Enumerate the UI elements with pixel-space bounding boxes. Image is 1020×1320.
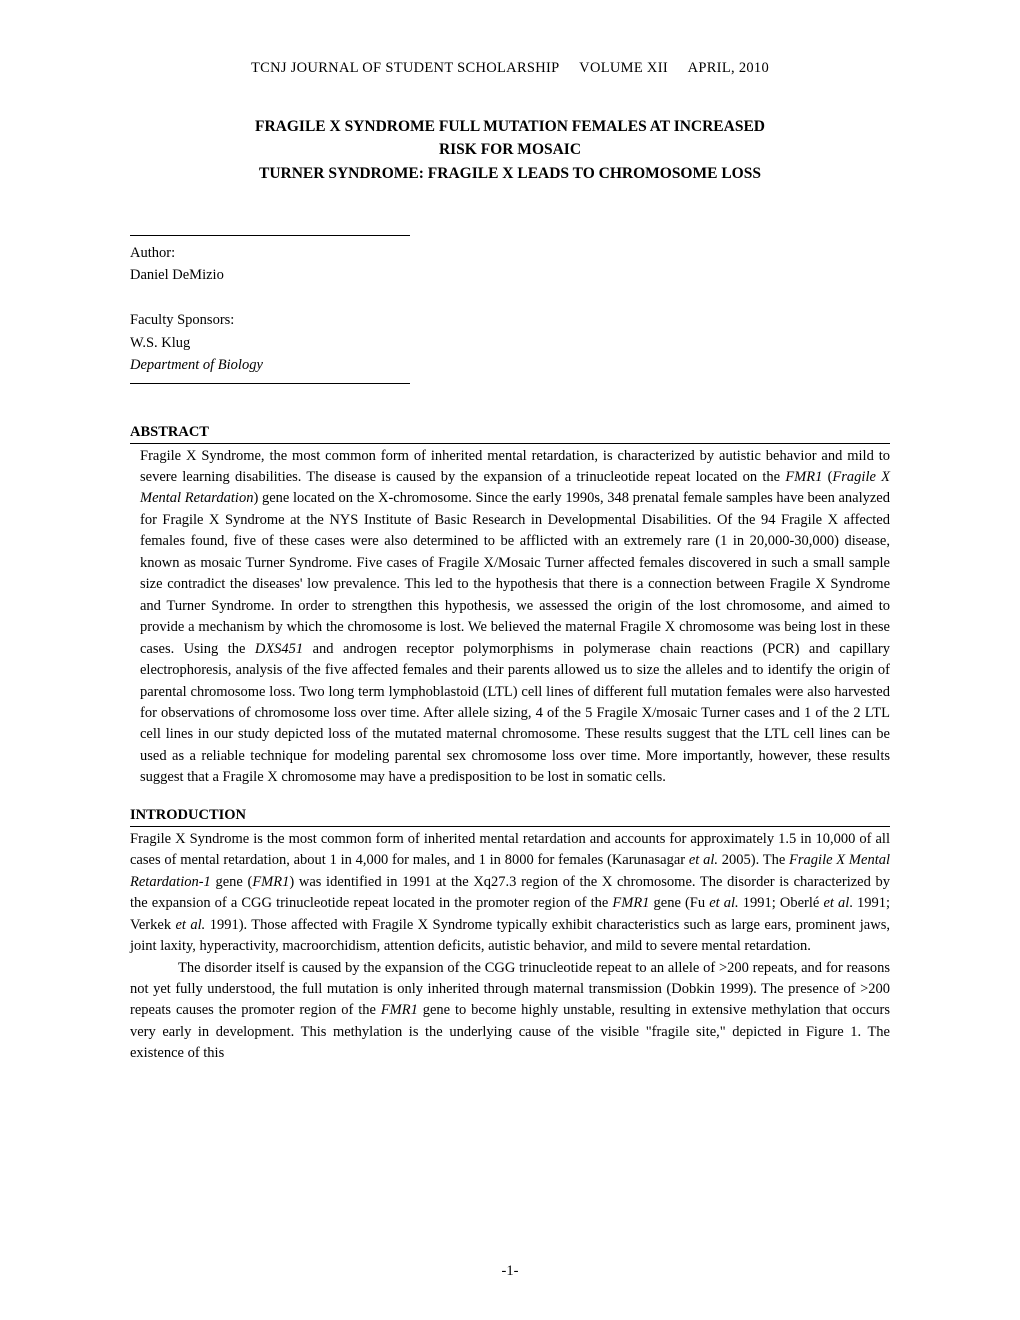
page-number: -1-	[0, 1263, 1020, 1280]
author-block: Author: Daniel DeMizio Faculty Sponsors:…	[130, 235, 410, 384]
journal-header: TCNJ JOURNAL OF STUDENT SCHOLARSHIP VOLU…	[130, 60, 890, 77]
intro-paragraph-2: The disorder itself is caused by the exp…	[130, 958, 890, 1065]
intro-text: FMR1	[612, 895, 649, 911]
intro-text: 1991; Oberlé	[739, 895, 824, 911]
title-line-2: RISK FOR MOSAIC	[130, 138, 890, 161]
abstract-body: Fragile X Syndrome, the most common form…	[130, 446, 890, 789]
department: Department of Biology	[130, 354, 410, 376]
author-label: Author:	[130, 242, 410, 264]
abstract-text: Fragile X Syndrome, the most common form…	[140, 448, 890, 485]
abstract-text: ) gene located on the X-chromosome. Sinc…	[140, 490, 890, 656]
sponsor-label: Faculty Sponsors:	[130, 309, 410, 331]
journal-name: TCNJ JOURNAL OF STUDENT SCHOLARSHIP	[251, 60, 560, 76]
intro-text: gene (Fu	[649, 895, 709, 911]
journal-date: APRIL, 2010	[688, 60, 769, 76]
intro-text: 1991). Those affected with Fragile X Syn…	[130, 917, 890, 954]
introduction-heading: INTRODUCTION	[130, 807, 890, 824]
introduction-rule	[130, 826, 890, 827]
abstract-text: DXS451	[255, 641, 303, 657]
abstract-text: FMR1	[785, 469, 822, 485]
intro-text: gene (	[211, 874, 253, 890]
paper-title: FRAGILE X SYNDROME FULL MUTATION FEMALES…	[130, 115, 890, 185]
title-line-1: FRAGILE X SYNDROME FULL MUTATION FEMALES…	[130, 115, 890, 138]
abstract-text: and androgen receptor polymorphisms in p…	[140, 641, 890, 786]
abstract-text: (	[822, 469, 832, 485]
intro-text: et al.	[709, 895, 738, 911]
abstract-heading: ABSTRACT	[130, 424, 890, 441]
intro-text: et al.	[689, 852, 718, 868]
intro-text: FMR1	[252, 874, 289, 890]
intro-paragraph-1: Fragile X Syndrome is the most common fo…	[130, 829, 890, 958]
intro-text: et al	[823, 895, 849, 911]
intro-text: 2005). The	[718, 852, 789, 868]
title-line-3: TURNER SYNDROME: FRAGILE X LEADS TO CHRO…	[130, 162, 890, 185]
introduction-body: Fragile X Syndrome is the most common fo…	[130, 829, 890, 1065]
journal-volume: VOLUME XII	[579, 60, 668, 76]
intro-text: FMR1	[381, 1002, 418, 1018]
author-name: Daniel DeMizio	[130, 264, 410, 286]
intro-text: et al.	[175, 917, 205, 933]
abstract-rule	[130, 443, 890, 444]
sponsor-name: W.S. Klug	[130, 332, 410, 354]
